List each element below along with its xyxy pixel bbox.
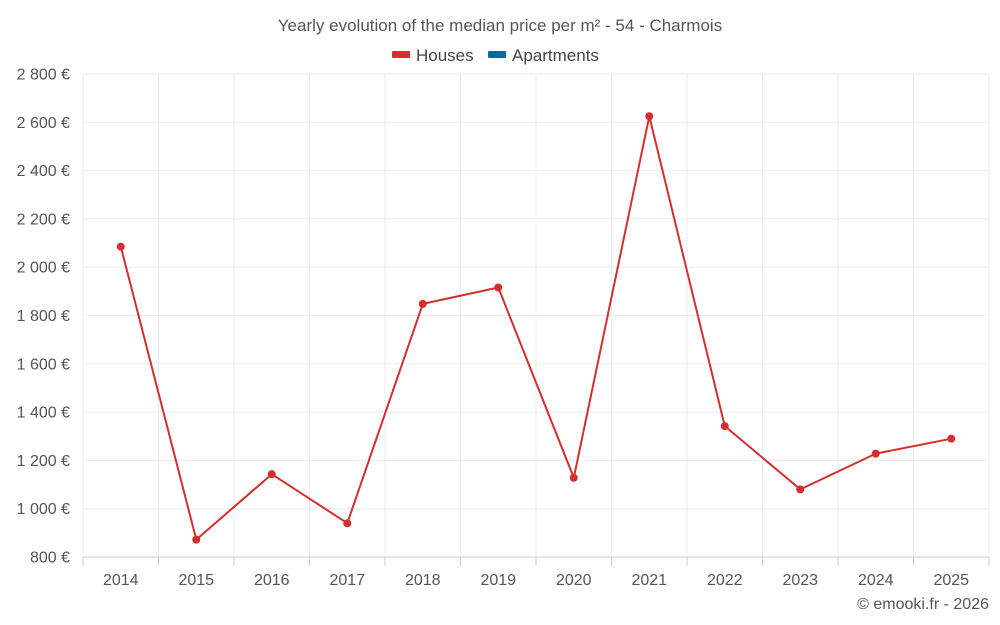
x-tick-label: 2015 [178, 572, 214, 589]
y-tick-label: 2 000 € [17, 260, 70, 277]
legend-item-houses[interactable]: Houses [392, 46, 474, 65]
x-tick-label: 2025 [933, 572, 969, 589]
y-tick-label: 1 200 € [17, 453, 70, 470]
y-tick-label: 2 600 € [17, 115, 70, 132]
y-tick-label: 1 800 € [17, 308, 70, 325]
data-point-houses[interactable] [116, 242, 125, 251]
chart-title: Yearly evolution of the median price per… [278, 16, 722, 35]
x-tick-label: 2017 [329, 572, 365, 589]
x-tick-label: 2014 [103, 572, 139, 589]
y-tick-label: 800 € [30, 550, 70, 567]
legend-swatch-apartments [488, 51, 506, 58]
y-tick-label: 2 800 € [17, 67, 70, 84]
x-tick-label: 2018 [405, 572, 441, 589]
data-point-houses[interactable] [494, 283, 503, 292]
x-tick-label: 2021 [631, 572, 667, 589]
data-point-houses[interactable] [418, 299, 427, 308]
data-point-houses[interactable] [192, 535, 201, 544]
legend: Houses Apartments [392, 46, 599, 65]
data-point-houses[interactable] [871, 449, 880, 458]
data-point-houses[interactable] [267, 470, 276, 479]
axes [82, 556, 990, 566]
data-point-houses[interactable] [720, 422, 729, 431]
x-tick-label: 2016 [254, 572, 290, 589]
series-line-houses [119, 115, 952, 541]
x-tick-label: 2019 [480, 572, 516, 589]
credit-text: © emooki.fr - 2026 [857, 596, 989, 613]
x-tick-label: 2022 [707, 572, 743, 589]
data-point-houses[interactable] [569, 473, 578, 482]
x-axis-labels: 2014 2015 2016 2017 2018 2019 2020 2021 2022 2023… [103, 572, 969, 589]
data-point-houses[interactable] [947, 434, 956, 443]
y-axis-labels: 800 € 1 000 € 1 200 € 1 400 € 1 600 € 1 800 €… [17, 67, 70, 567]
y-tick-label: 2 200 € [17, 211, 70, 228]
legend-swatch-houses [392, 51, 410, 58]
y-tick-label: 1 400 € [17, 405, 70, 422]
y-tick-label: 1 600 € [17, 356, 70, 373]
data-point-houses[interactable] [796, 485, 805, 494]
grid [82, 73, 990, 558]
x-tick-label: 2020 [556, 572, 592, 589]
data-point-houses[interactable] [343, 519, 352, 528]
y-tick-label: 2 400 € [17, 163, 70, 180]
x-tick-label: 2024 [858, 572, 894, 589]
legend-label-houses: Houses [416, 46, 474, 65]
legend-item-apartments[interactable]: Apartments [488, 46, 599, 65]
data-point-houses[interactable] [645, 112, 654, 121]
series-houses [116, 112, 956, 544]
legend-label-apartments: Apartments [512, 46, 599, 65]
x-tick-label: 2023 [782, 572, 818, 589]
y-tick-label: 1 000 € [17, 501, 70, 518]
